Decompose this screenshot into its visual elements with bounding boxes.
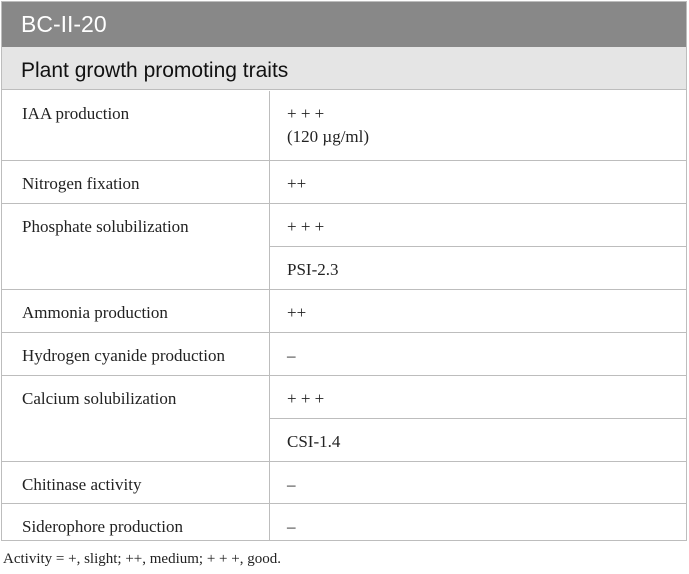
table-row: IAA production + + + (120 µg/ml) [1, 91, 687, 161]
trait-label: Chitinase activity [22, 475, 142, 494]
trait-value: – [287, 475, 296, 494]
trait-label: IAA production [22, 104, 130, 123]
trait-label: Calcium solubilization [22, 389, 177, 408]
table-row: Nitrogen fixation ++ [1, 161, 687, 204]
column-divider [269, 333, 270, 375]
trait-value-detail: CSI-1.4 [287, 432, 341, 451]
trait-value-detail: (120 µg/ml) [287, 127, 370, 146]
trait-value-detail: PSI-2.3 [287, 260, 339, 279]
table-row: Ammonia production ++ [1, 290, 687, 333]
table-title: BC-II-20 [1, 1, 687, 47]
trait-value: + + + [287, 104, 325, 123]
trait-label: Hydrogen cyanide production [22, 346, 225, 365]
trait-label: Siderophore production [22, 517, 183, 536]
column-divider [269, 290, 270, 332]
trait-value: + + + [287, 217, 325, 236]
column-divider [269, 91, 270, 160]
trait-value: – [287, 517, 296, 536]
table-footnote: Activity = +, slight; ++, medium; + + +,… [3, 551, 281, 567]
section-header: Plant growth promoting traits [1, 47, 687, 90]
table-row: Hydrogen cyanide production – [1, 333, 687, 376]
table-row: Phosphate solubilization + + + PSI-2.3 [1, 204, 687, 290]
trait-value: ++ [287, 174, 307, 193]
column-divider [269, 462, 270, 503]
trait-value: – [287, 346, 296, 365]
table-row: Siderophore production – [1, 504, 687, 541]
cell-divider [270, 246, 687, 247]
column-divider [269, 504, 270, 541]
column-divider [269, 204, 270, 289]
trait-label: Phosphate solubilization [22, 217, 189, 236]
cell-divider [270, 418, 687, 419]
trait-value: ++ [287, 303, 307, 322]
table-row: Calcium solubilization + + + CSI-1.4 [1, 376, 687, 462]
trait-label: Ammonia production [22, 303, 168, 322]
column-divider [269, 161, 270, 203]
table-row: Chitinase activity – [1, 462, 687, 504]
trait-label: Nitrogen fixation [22, 174, 140, 193]
trait-value: + + + [287, 389, 325, 408]
column-divider [269, 376, 270, 461]
